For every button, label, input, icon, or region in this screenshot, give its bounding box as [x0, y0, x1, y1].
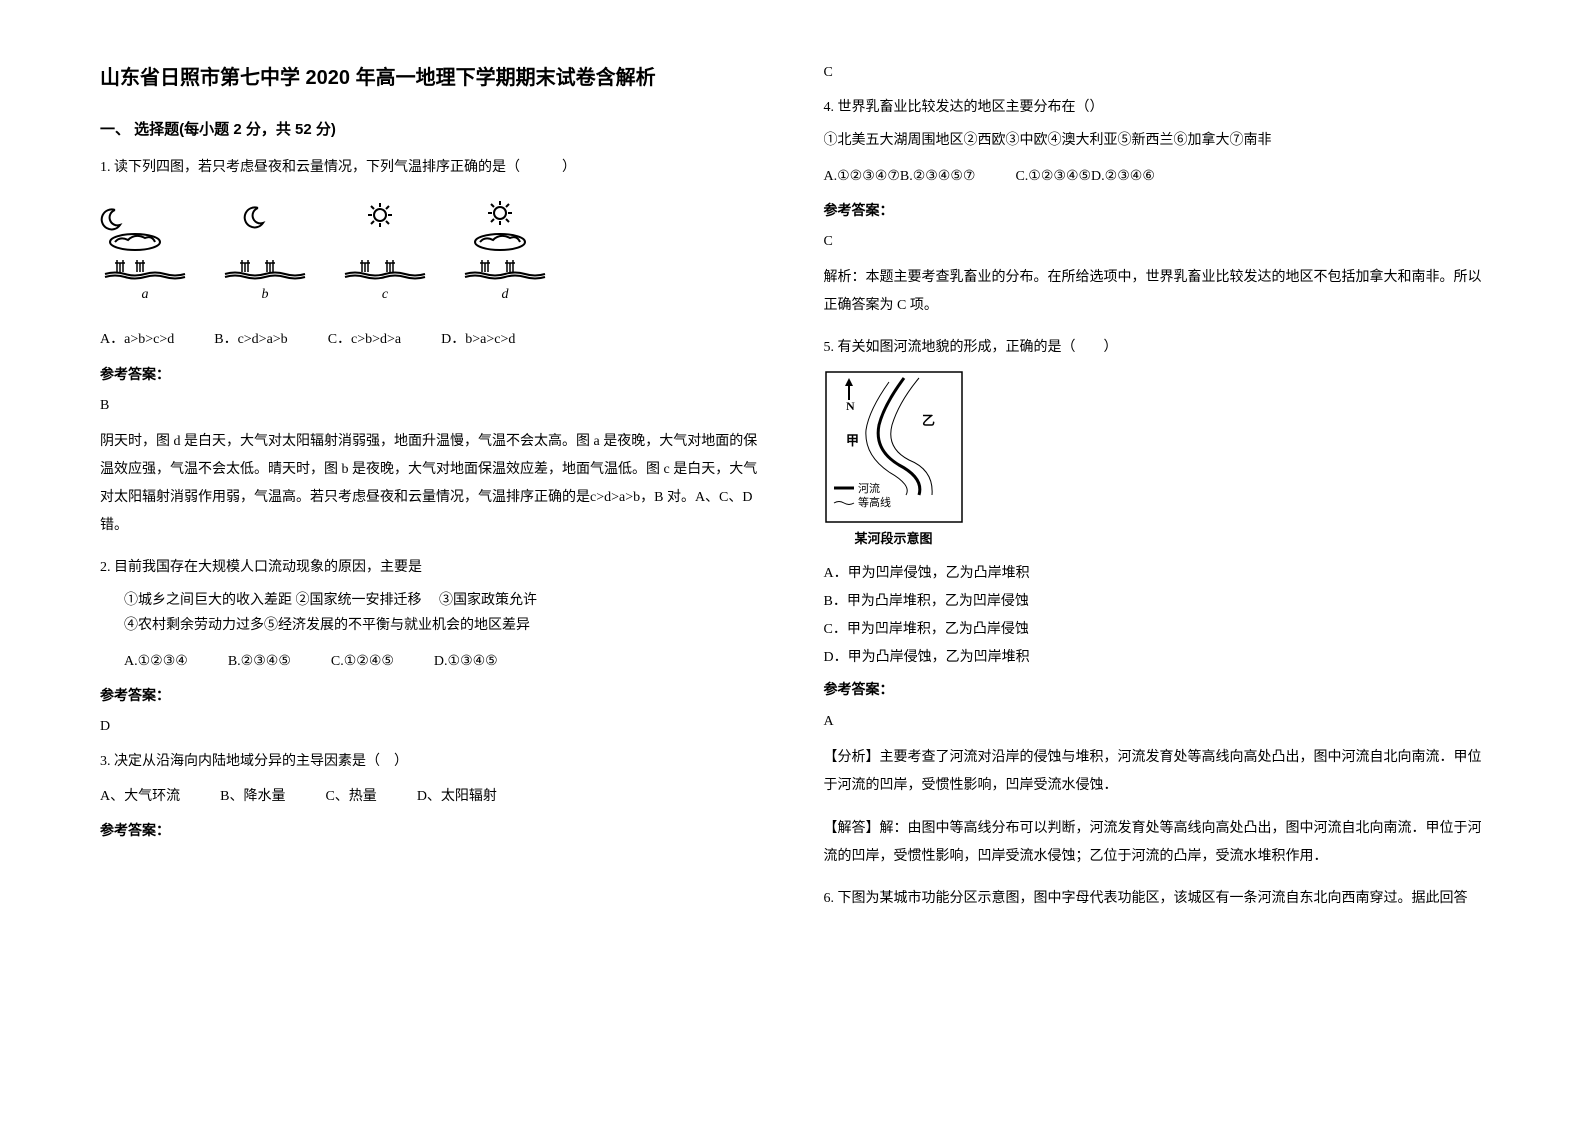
option-d: D．b>a>c>d: [441, 327, 515, 352]
option-a: A.①②③④⑦B.②③④⑤⑦: [824, 164, 976, 189]
question-text: 5. 有关如图河流地貌的形成，正确的是（ ）: [824, 335, 1488, 360]
weather-diagram-a: [100, 200, 190, 280]
option-d: D．甲为凸岸侵蚀，乙为凹岸堆积: [824, 645, 1488, 670]
question-text: 2. 目前我国存在大规模人口流动现象的原因，主要是: [100, 555, 764, 580]
question-text: 1. 读下列四图，若只考虑昼夜和云量情况，下列气温排序正确的是（ ）: [100, 155, 764, 180]
options-row: A．a>b>c>d B．c>d>a>b C．c>b>d>a D．b>a>c>d: [100, 327, 764, 352]
diagram-label: a: [142, 282, 149, 307]
question-3: 3. 决定从沿海向内陆地域分异的主导因素是（ ） A、大气环流 B、降水量 C、…: [100, 749, 764, 845]
sub-line: ①北美五大湖周围地区②西欧③中欧④澳大利亚⑤新西兰⑥加拿大⑦南非: [824, 128, 1488, 153]
answer-text: C: [824, 60, 1488, 85]
diagram-label: d: [502, 282, 509, 307]
option-d: D、太阳辐射: [417, 784, 497, 809]
answer-label: 参考答案：: [100, 819, 764, 844]
option-a: A．甲为凹岸侵蚀，乙为凸岸堆积: [824, 561, 1488, 586]
option-a: A.①②③④: [124, 649, 188, 674]
exam-title: 山东省日照市第七中学 2020 年高一地理下学期期末试卷含解析: [100, 60, 764, 96]
option-b: B.②③④⑤: [228, 649, 291, 674]
answer-label: 参考答案：: [824, 199, 1488, 224]
options-row: A.①②③④⑦B.②③④⑤⑦ C.①②③④⑤D.②③④⑥: [824, 164, 1488, 189]
option-c: C.①②④⑤: [331, 649, 394, 674]
answer-label: 参考答案：: [100, 363, 764, 388]
diagram-caption: 某河段示意图: [824, 527, 964, 550]
answer-text: A: [824, 709, 1488, 734]
river-map: N 甲 乙 河流 等高线: [824, 370, 964, 525]
sub-line: ①城乡之间巨大的收入差距 ②国家统一安排迁移 ③国家政策允许: [100, 588, 764, 613]
answer-text: B: [100, 393, 764, 418]
weather-diagram-d: [460, 200, 550, 280]
north-label: N: [846, 399, 855, 413]
options-row: A、大气环流 B、降水量 C、热量 D、太阳辐射: [100, 784, 764, 809]
question-1: 1. 读下列四图，若只考虑昼夜和云量情况，下列气温排序正确的是（ ） a: [100, 155, 764, 540]
diagram-b: b: [220, 200, 310, 307]
diagram-label: c: [382, 282, 388, 307]
answer-label: 参考答案：: [824, 678, 1488, 703]
diagram-label: b: [262, 282, 269, 307]
option-c: C.①②③④⑤D.②③④⑥: [1015, 164, 1154, 189]
question-text: 6. 下图为某城市功能分区示意图，图中字母代表功能区，该城区有一条河流自东北向西…: [824, 886, 1488, 911]
solution: 【解答】解：由图中等高线分布可以判断，河流发育处等高线向高处凸出，图中河流自北向…: [824, 815, 1488, 871]
option-c: C．甲为凹岸堆积，乙为凸岸侵蚀: [824, 617, 1488, 642]
option-b: B、降水量: [220, 784, 285, 809]
answer-text: D: [100, 714, 764, 739]
option-d: D.①③④⑤: [434, 649, 498, 674]
option-c: C．c>b>d>a: [328, 327, 401, 352]
section-header: 一、 选择题(每小题 2 分，共 52 分): [100, 116, 764, 143]
option-a: A、大气环流: [100, 784, 180, 809]
question-text: 4. 世界乳畜业比较发达的地区主要分布在（）: [824, 95, 1488, 120]
legend-contour: 等高线: [858, 495, 891, 509]
label-jia: 甲: [846, 433, 859, 448]
left-column: 山东省日照市第七中学 2020 年高一地理下学期期末试卷含解析 一、 选择题(每…: [100, 60, 764, 921]
question-5: 5. 有关如图河流地貌的形成，正确的是（ ） N 甲 乙: [824, 335, 1488, 871]
option-b: B．甲为凸岸堆积，乙为凹岸侵蚀: [824, 589, 1488, 614]
explanation: 阴天时，图 d 是白天，大气对太阳辐射消弱强，地面升温慢，气温不会太高。图 a …: [100, 428, 764, 540]
right-column: C 4. 世界乳畜业比较发达的地区主要分布在（） ①北美五大湖周围地区②西欧③中…: [824, 60, 1488, 921]
explanation: 解析：本题主要考查乳畜业的分布。在所给选项中，世界乳畜业比较发达的地区不包括加拿…: [824, 264, 1488, 320]
sub-line: ④农村剩余劳动力过多⑤经济发展的不平衡与就业机会的地区差异: [100, 613, 764, 638]
option-b: B．c>d>a>b: [214, 327, 287, 352]
diagram-c: c: [340, 200, 430, 307]
legend-river: 河流: [858, 481, 880, 495]
question-4: 4. 世界乳畜业比较发达的地区主要分布在（） ①北美五大湖周围地区②西欧③中欧④…: [824, 95, 1488, 320]
answer-label: 参考答案：: [100, 684, 764, 709]
analysis: 【分析】主要考查了河流对沿岸的侵蚀与堆积，河流发育处等高线向高处凸出，图中河流自…: [824, 744, 1488, 800]
diagram-d: d: [460, 200, 550, 307]
answer-text: C: [824, 229, 1488, 254]
diagram-row: a b: [100, 200, 764, 307]
question-text: 3. 决定从沿海向内陆地域分异的主导因素是（ ）: [100, 749, 764, 774]
options-row: A.①②③④ B.②③④⑤ C.①②④⑤ D.①③④⑤: [100, 649, 764, 674]
weather-diagram-b: [220, 200, 310, 280]
question-6: 6. 下图为某城市功能分区示意图，图中字母代表功能区，该城区有一条河流自东北向西…: [824, 886, 1488, 911]
diagram-a: a: [100, 200, 190, 307]
question-2: 2. 目前我国存在大规模人口流动现象的原因，主要是 ①城乡之间巨大的收入差距 ②…: [100, 555, 764, 739]
river-diagram: N 甲 乙 河流 等高线 某河段示意图: [824, 370, 964, 550]
weather-diagram-c: [340, 200, 430, 280]
label-yi: 乙: [922, 413, 935, 428]
option-c: C、热量: [325, 784, 376, 809]
option-a: A．a>b>c>d: [100, 327, 174, 352]
